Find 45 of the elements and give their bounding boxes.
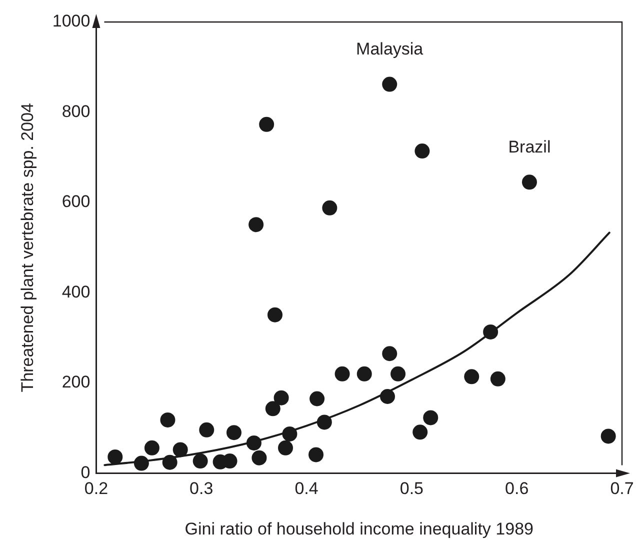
point bbox=[108, 449, 123, 464]
y-tick-label: 800 bbox=[62, 102, 90, 121]
y-axis-title: Threatened plant vertebrate spp. 2004 bbox=[18, 103, 37, 392]
point bbox=[308, 447, 324, 462]
point bbox=[267, 307, 282, 322]
point bbox=[522, 174, 537, 190]
x-tick-label: 0.3 bbox=[190, 479, 214, 498]
y-tick-label: 600 bbox=[62, 192, 90, 212]
x-tick-label: 0.7 bbox=[610, 479, 634, 498]
point bbox=[382, 346, 398, 362]
point bbox=[192, 454, 208, 469]
point bbox=[490, 371, 506, 386]
y-tick-label: 1000 bbox=[52, 12, 90, 31]
point bbox=[390, 366, 406, 382]
x-tick-label: 0.4 bbox=[294, 479, 318, 498]
point bbox=[464, 369, 480, 384]
point bbox=[356, 366, 372, 382]
point bbox=[259, 116, 274, 132]
point bbox=[144, 440, 160, 456]
y-tick-label: 200 bbox=[62, 372, 90, 392]
point bbox=[382, 76, 398, 92]
point bbox=[322, 200, 338, 216]
point bbox=[600, 428, 616, 444]
x-axis-title: Gini ratio of household income inequality 1989 bbox=[184, 519, 534, 538]
annotation: Malaysia bbox=[356, 39, 424, 58]
point bbox=[423, 410, 438, 426]
point bbox=[252, 450, 267, 466]
y-tick-label: 0 bbox=[80, 462, 90, 482]
y-tick-label: 400 bbox=[62, 282, 90, 302]
point bbox=[248, 217, 264, 232]
x-tick-label: 0.2 bbox=[84, 479, 108, 498]
point bbox=[334, 366, 350, 382]
point bbox=[274, 390, 289, 406]
point bbox=[278, 440, 293, 456]
x-tick-label: 0.5 bbox=[400, 479, 424, 498]
point bbox=[265, 401, 280, 416]
point bbox=[172, 442, 188, 458]
point bbox=[414, 144, 430, 159]
point bbox=[412, 424, 428, 440]
point bbox=[310, 391, 325, 406]
annotation: Brazil bbox=[508, 137, 551, 156]
point bbox=[226, 425, 242, 440]
point bbox=[199, 422, 214, 438]
x-tick-label: 0.6 bbox=[505, 479, 529, 498]
point bbox=[160, 412, 176, 428]
